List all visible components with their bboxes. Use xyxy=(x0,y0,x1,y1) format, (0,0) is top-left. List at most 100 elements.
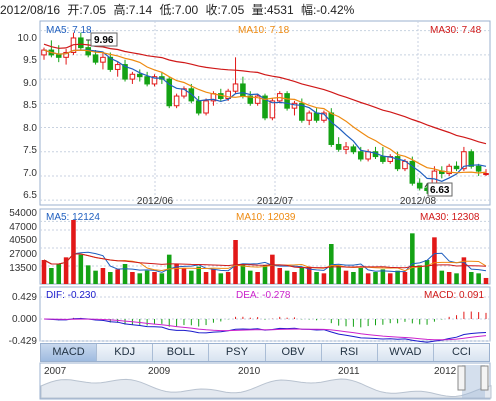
candle-body xyxy=(299,102,305,121)
volume-bar xyxy=(292,272,297,284)
volume-bar xyxy=(262,265,268,284)
volume-bar xyxy=(233,240,238,284)
volume-bar xyxy=(432,237,437,284)
volume-bar xyxy=(402,272,408,284)
candle-body xyxy=(195,100,202,114)
candle-body xyxy=(63,51,69,58)
macd-dif-label: DIF: -0.230 xyxy=(46,290,96,301)
candle-body xyxy=(291,102,298,109)
candle-body xyxy=(453,165,460,170)
candle-body xyxy=(357,151,364,160)
dea-line xyxy=(43,318,487,341)
timeline-overview xyxy=(40,365,492,399)
price-xtick: 2012/08 xyxy=(400,196,437,207)
price-series xyxy=(41,32,489,194)
candle-body xyxy=(151,76,158,85)
volume-bar xyxy=(93,270,98,284)
candle-body xyxy=(335,143,342,150)
volume-bar xyxy=(395,270,400,284)
candle-body xyxy=(173,95,180,107)
candle-body xyxy=(343,146,349,150)
volume-bar xyxy=(174,264,179,284)
quote-date: 2012/08/16 xyxy=(0,3,61,17)
timeline-area xyxy=(40,378,492,399)
volume-bar xyxy=(115,269,120,284)
volume-bar xyxy=(321,273,327,284)
timeline-label: 2007 xyxy=(44,366,67,377)
candle-body xyxy=(92,54,99,63)
candle-body xyxy=(107,56,114,70)
volume-bar xyxy=(446,272,452,284)
low-marker-box xyxy=(427,182,453,197)
tab-obv[interactable]: OBV xyxy=(265,344,322,361)
volume-bar xyxy=(100,268,106,284)
tab-boll[interactable]: BOLL xyxy=(153,344,210,361)
volume-bar xyxy=(410,233,415,284)
high-marker-box xyxy=(90,32,118,47)
volume-bar xyxy=(468,272,474,284)
volume-bar xyxy=(218,273,224,284)
indicator-tabs: MACD KDJ BOLL PSY OBV RSI WVAD CCI xyxy=(40,343,490,362)
tab-macd[interactable]: MACD xyxy=(41,344,98,361)
tab-rsi[interactable]: RSI xyxy=(321,344,378,361)
price-ma5-label: MA5: 7.18 xyxy=(46,25,92,36)
macd-ytick: -0.429 xyxy=(9,336,38,347)
volume-bar xyxy=(211,269,216,284)
ma30-line xyxy=(43,43,487,145)
volume-bar xyxy=(144,270,150,284)
volume-bar xyxy=(365,273,371,284)
macd-dea-label: DEA: -0.278 xyxy=(236,290,291,301)
candle-body xyxy=(461,151,467,170)
range-handle-left[interactable] xyxy=(457,365,466,391)
volume-bar xyxy=(189,270,194,284)
volume-bar xyxy=(247,270,253,284)
price-ytick: 7.0 xyxy=(23,168,37,179)
price-ytick: 6.5 xyxy=(23,190,37,201)
quote-low: 低:7.00 xyxy=(159,3,199,17)
price-ma30-label: MA30: 7.48 xyxy=(430,25,482,36)
candle-body xyxy=(365,151,371,160)
tab-cci[interactable]: CCI xyxy=(433,344,489,361)
tab-kdj[interactable]: KDJ xyxy=(97,344,154,361)
candle-body xyxy=(41,49,47,56)
candle-body xyxy=(166,78,173,107)
tab-wvad[interactable]: WVAD xyxy=(377,344,434,361)
volume-bar xyxy=(336,265,341,284)
volume-bar xyxy=(255,272,260,284)
candle-body xyxy=(350,146,357,153)
candle-body xyxy=(203,100,209,114)
volume-bar xyxy=(122,264,128,284)
candle-body xyxy=(409,160,416,184)
candle-body xyxy=(394,156,401,170)
volume-bar xyxy=(240,264,246,284)
volume-ytick: 27000 xyxy=(9,249,37,260)
candle-body xyxy=(114,64,121,70)
volume-bar xyxy=(461,257,467,284)
volume-bar xyxy=(137,273,143,284)
timeline-label: 2010 xyxy=(238,366,261,377)
candle-body xyxy=(136,73,143,78)
candle-body xyxy=(247,95,254,104)
candle-body xyxy=(232,83,239,92)
volume-ytick: 40500 xyxy=(9,235,37,246)
price-ytick: 9.0 xyxy=(23,78,37,89)
candle-body xyxy=(240,83,246,97)
candle-body xyxy=(475,165,482,172)
range-handle-right[interactable] xyxy=(480,365,489,391)
macd-series xyxy=(43,311,487,343)
volume-bar xyxy=(299,268,305,284)
quote-close: 收:7.05 xyxy=(205,3,245,17)
candle-body xyxy=(468,151,475,167)
candle-body xyxy=(144,76,150,85)
volume-ytick: 13500 xyxy=(9,263,37,274)
volume-bar xyxy=(358,268,364,284)
timeline-label: 2012 xyxy=(434,366,457,377)
price-ytick: 7.5 xyxy=(23,145,37,156)
volume-bar xyxy=(203,272,209,284)
volume-bar xyxy=(108,272,113,284)
tab-psy[interactable]: PSY xyxy=(209,344,266,361)
vol-ma5-line xyxy=(43,251,487,273)
volume-bar xyxy=(351,272,356,284)
